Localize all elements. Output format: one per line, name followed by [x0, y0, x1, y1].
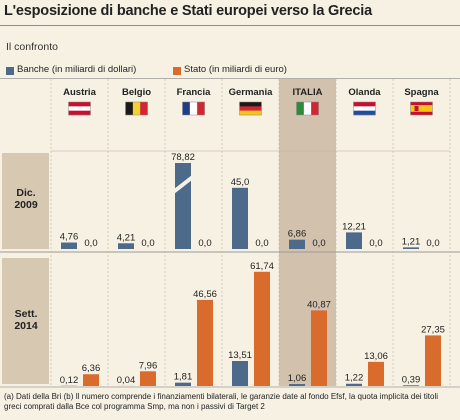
data-label-state-italia-0: 0,0 [312, 238, 325, 249]
bar-state-olanda-1 [368, 361, 384, 386]
bar-banks-italia-1 [289, 384, 305, 386]
period-label-panel-0 [2, 153, 49, 249]
period-label-1-line-0: Sett. [15, 308, 38, 320]
data-label-state-olanda-0: 0,0 [369, 238, 382, 249]
data-label-state-spagna-0: 0,0 [426, 238, 439, 249]
chart-subtitle: Il confronto [6, 41, 58, 53]
legend-swatch-banks [6, 67, 14, 75]
period-label-0-line-1: 2009 [14, 199, 38, 211]
bar-banks-italia-0 [289, 239, 305, 249]
data-label-banks-italia-0: 6,86 [288, 229, 307, 240]
category-label-spagna: Spagna [404, 87, 439, 98]
data-label-state-belgio-0: 0,0 [141, 238, 154, 249]
flag-icon-belgio [125, 101, 148, 116]
bar-banks-francia-0 [175, 163, 191, 249]
data-label-banks-francia-1: 1,81 [174, 372, 193, 383]
data-label-banks-italia-1: 1,06 [288, 373, 307, 384]
legend-label-state: Stato (in miliardi di euro) [184, 64, 287, 75]
footnote: (a) Dati della Bri (b) Il numero compren… [4, 392, 438, 411]
category-label-olanda: Olanda [348, 87, 381, 98]
data-label-state-austria-1: 6,36 [82, 363, 101, 374]
flag-icon-spagna [410, 101, 433, 116]
data-label-banks-austria-0: 4,76 [60, 232, 79, 243]
data-label-state-francia-1: 46,56 [193, 289, 217, 300]
bar-banks-olanda-1 [346, 383, 362, 386]
data-label-banks-germania-1: 13,51 [228, 350, 252, 361]
data-label-banks-belgio-1: 0,04 [117, 375, 136, 386]
category-label-germania: Germania [229, 87, 274, 98]
page-title: L'esposizione di banche e Stati europei … [4, 3, 372, 19]
legend-label-banks: Banche (in miliardi di dollari) [17, 64, 137, 75]
data-label-banks-olanda-1: 1,22 [345, 373, 364, 384]
data-label-state-germania-0: 0,0 [255, 238, 268, 249]
data-label-banks-spagna-0: 1,21 [402, 236, 421, 247]
bar-state-germania-1 [254, 271, 270, 386]
bar-state-belgio-1 [140, 371, 156, 386]
data-label-banks-austria-1: 0,12 [60, 375, 79, 386]
bar-banks-olanda-0 [346, 232, 362, 249]
flag-icon-austria [68, 101, 91, 116]
bar-state-francia-1 [197, 299, 213, 386]
period-label-1-line-1: 2014 [14, 320, 38, 332]
flag-icon-germania [239, 101, 262, 116]
data-label-state-belgio-1: 7,96 [139, 360, 158, 371]
data-label-state-germania-1: 61,74 [250, 261, 274, 272]
data-label-banks-germania-0: 45,0 [231, 177, 250, 188]
data-label-banks-belgio-0: 4,21 [117, 232, 136, 243]
data-label-state-italia-1: 40,87 [307, 299, 331, 310]
data-label-state-austria-0: 0,0 [84, 238, 97, 249]
data-label-banks-francia-0: 78,82 [171, 152, 195, 163]
bar-state-austria-1 [83, 374, 99, 386]
data-label-state-spagna-1: 27,35 [421, 324, 445, 335]
category-label-francia: Francia [177, 87, 212, 98]
category-label-belgio: Belgio [122, 87, 151, 98]
bar-banks-spagna-1 [403, 385, 419, 386]
period-label-panel-1 [2, 258, 49, 384]
category-label-austria: Austria [63, 87, 96, 98]
title-divider [0, 25, 460, 26]
bar-banks-spagna-0 [403, 247, 419, 249]
bar-banks-germania-0 [232, 187, 248, 249]
bar-state-spagna-1 [425, 335, 441, 386]
data-label-state-francia-0: 0,0 [198, 238, 211, 249]
data-label-banks-olanda-0: 12,21 [342, 221, 366, 232]
bar-banks-francia-1 [175, 382, 191, 386]
bar-state-italia-1 [311, 310, 327, 386]
period-label-0-line-0: Dic. [16, 187, 35, 199]
bar-banks-germania-1 [232, 361, 248, 386]
flag-icon-francia [182, 101, 205, 116]
category-label-italia: ITALIA [293, 87, 323, 98]
bar-banks-austria-0 [61, 242, 77, 249]
axis-break-mark [174, 175, 192, 194]
legend-swatch-state [173, 67, 181, 75]
bar-banks-belgio-0 [118, 243, 134, 249]
data-label-state-olanda-1: 13,06 [364, 351, 388, 362]
flag-icon-olanda [353, 101, 376, 116]
flag-icon-italia [296, 101, 319, 116]
data-label-banks-spagna-1: 0,39 [402, 374, 421, 385]
